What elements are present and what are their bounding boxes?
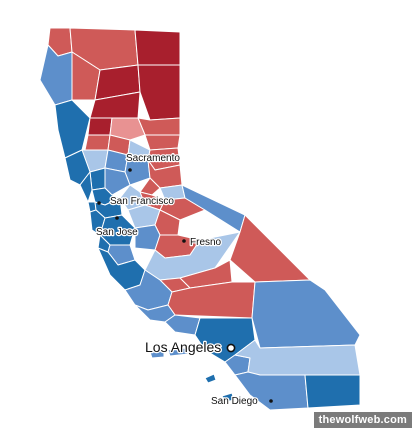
island-santa-rosa (149, 350, 165, 359)
city-label-san-diego: San Diego (211, 396, 258, 407)
county-lassen (137, 64, 181, 121)
county-san-bernardino (251, 279, 361, 349)
city-label-san-jose: San Jose (96, 227, 138, 238)
city-marker-sacramento (128, 168, 132, 172)
county-glenn (87, 117, 113, 136)
island-santa-catalina (204, 373, 217, 384)
city-marker-san-francisco (97, 201, 101, 205)
city-label-sacramento: Sacramento (126, 153, 180, 164)
county-butte (109, 117, 146, 141)
city-marker-fresno (182, 239, 186, 243)
city-label-fresno: Fresno (190, 237, 222, 248)
county-humboldt (39, 44, 73, 106)
county-ventura (164, 314, 201, 336)
watermark: thewolfweb.com (313, 412, 412, 428)
island-san-clemente (221, 392, 235, 403)
county-imperial (304, 374, 361, 409)
county-inyo (229, 214, 311, 283)
city-marker-san-jose (115, 216, 119, 220)
city-label-san-francisco: San Francisco (110, 196, 174, 207)
county-solano (104, 167, 131, 196)
city-marker-los-angeles (226, 343, 236, 353)
county-napa (89, 167, 106, 191)
county-mono (181, 184, 246, 233)
city-layer: Sacramento San Francisco San Jose Fresno Los… (95, 152, 273, 408)
county-modoc (134, 29, 181, 66)
island-santa-cruz (167, 347, 189, 357)
city-marker-san-diego (269, 399, 273, 403)
city-label-los-angeles: Los Angeles (145, 339, 221, 355)
county-colusa (84, 134, 111, 151)
county-layer (39, 27, 361, 411)
